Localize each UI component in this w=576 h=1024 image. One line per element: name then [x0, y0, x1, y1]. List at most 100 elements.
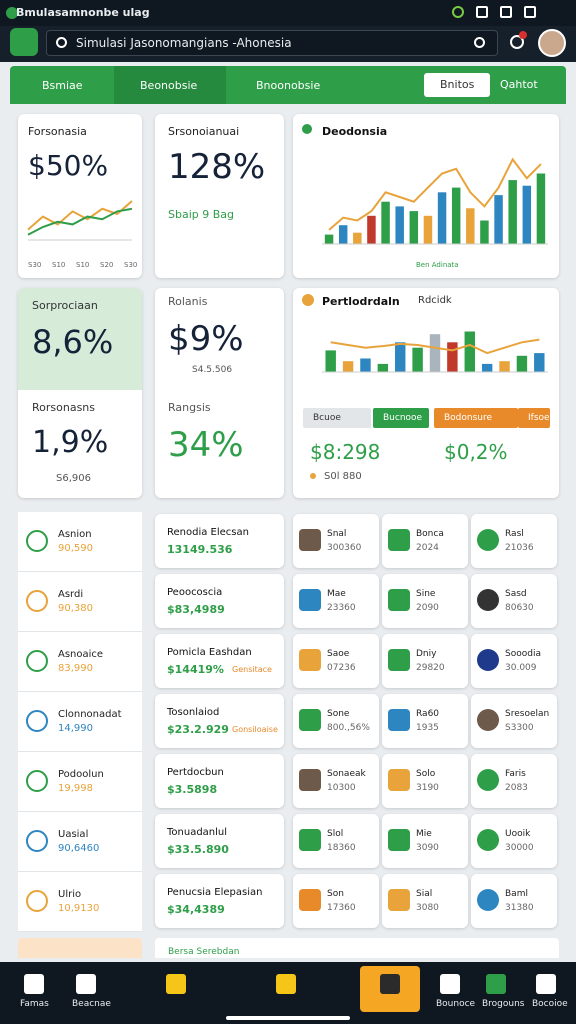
bar — [516, 355, 528, 372]
mid-card[interactable] — [155, 634, 284, 688]
row-icon — [26, 770, 48, 792]
nav-label[interactable]: Famas — [20, 999, 49, 1009]
line-series — [328, 157, 542, 231]
nav-tab[interactable]: Bsmiae — [42, 79, 83, 92]
app-icon[interactable] — [10, 28, 38, 56]
notification[interactable] — [510, 35, 524, 49]
nav-label[interactable]: Beacnae — [72, 999, 111, 1009]
window-control[interactable] — [452, 6, 464, 18]
mid-card[interactable] — [155, 514, 284, 568]
metric-value: $0,2% — [444, 440, 508, 464]
window-control[interactable] — [476, 6, 488, 18]
grid-value: 1935 — [416, 723, 439, 733]
nav-icon[interactable] — [536, 974, 556, 994]
nav-icon[interactable] — [486, 974, 506, 994]
title-icon — [302, 124, 312, 134]
grid-value: 3190 — [416, 783, 439, 793]
grid-name: Slol — [327, 829, 344, 839]
stat-label: Srsonoianuai — [168, 125, 240, 138]
legend-entry: Rdcidk — [418, 295, 452, 306]
nav-tab[interactable]: Bnoonobsie — [256, 79, 321, 92]
row-name[interactable]: Asnion — [58, 529, 92, 540]
nav-label[interactable]: Brogouns — [482, 999, 525, 1009]
grid-value: 31380 — [505, 903, 534, 913]
stat-label: Rolanis — [168, 295, 208, 308]
chart — [322, 331, 548, 373]
bar — [499, 361, 510, 372]
row-name[interactable]: Podoolun — [58, 769, 104, 780]
bar — [395, 206, 404, 244]
mid-card[interactable] — [155, 694, 284, 748]
chip[interactable] — [434, 408, 518, 428]
grid-icon — [388, 829, 410, 851]
chip-label[interactable]: Bodonsure — [444, 413, 493, 423]
mid-card[interactable] — [155, 754, 284, 808]
grid-value: 29820 — [416, 663, 445, 673]
nav-label[interactable]: Bocoioe — [532, 999, 568, 1009]
chip-label[interactable]: Bcuoe — [313, 413, 341, 423]
mid-card[interactable] — [155, 814, 284, 868]
row-name[interactable]: Asrdi — [58, 589, 84, 600]
grid-icon — [388, 769, 410, 791]
row-value: 10,9130 — [58, 903, 100, 914]
row-value: 14,990 — [58, 723, 93, 734]
nav-icon[interactable] — [166, 974, 186, 994]
grid-value: 800.,56% — [327, 723, 370, 733]
nav-icon[interactable] — [24, 974, 44, 994]
grid-name: Sasd — [505, 589, 527, 599]
bar — [360, 358, 371, 372]
row-name[interactable]: Ulrio — [58, 889, 82, 900]
grid-icon — [299, 889, 321, 911]
grid-value: 17360 — [327, 903, 356, 913]
nav-icon[interactable] — [440, 974, 460, 994]
row-divider — [18, 751, 142, 752]
nav-icon[interactable] — [380, 974, 400, 994]
chip[interactable] — [373, 408, 429, 428]
chip[interactable] — [518, 408, 550, 428]
grid-name: Sine — [416, 589, 436, 599]
grid-name: Bonca — [416, 529, 444, 539]
item-title: Peoocoscia — [167, 587, 223, 598]
grid-name: Rasl — [505, 529, 524, 539]
bar — [480, 220, 489, 244]
nav-tab[interactable]: Beonobsie — [140, 79, 198, 92]
grid-name: Snal — [327, 529, 347, 539]
line-series — [330, 338, 540, 355]
nav-button-label[interactable]: Bnitos — [440, 78, 475, 91]
nav-icon[interactable] — [276, 974, 296, 994]
mid-card[interactable] — [155, 574, 284, 628]
stat-label: Forsonasia — [28, 125, 87, 138]
window-control[interactable] — [500, 6, 512, 18]
row-name[interactable]: Asnoaice — [58, 649, 104, 660]
bar — [342, 361, 354, 372]
search-box[interactable] — [46, 30, 498, 56]
nav-button[interactable] — [424, 73, 490, 97]
grid-name: Uooik — [505, 829, 531, 839]
row-name[interactable]: Clonnonadat — [58, 709, 122, 720]
nav-icon[interactable] — [76, 974, 96, 994]
search-input[interactable]: Simulasi Jasonomangians -Ahonesia — [76, 36, 292, 50]
avatar[interactable] — [538, 29, 566, 57]
search-button[interactable] — [474, 37, 485, 48]
nav-dropdown[interactable]: Qahtot — [500, 78, 538, 91]
peek-card — [155, 938, 559, 958]
row-value: 90,6460 — [58, 843, 100, 854]
stat-label: Sorprociaan — [32, 299, 98, 312]
chip-label[interactable]: Ifsoe — [528, 413, 550, 423]
row-name[interactable]: Uasial — [58, 829, 89, 840]
nav-label[interactable]: Bounoce — [436, 999, 476, 1009]
mid-card[interactable] — [155, 874, 284, 928]
chip-label[interactable]: Bucnooe — [383, 413, 423, 423]
grid-value: 80630 — [505, 603, 534, 613]
row-value: 90,380 — [58, 603, 93, 614]
row-icon — [26, 710, 48, 732]
chart — [322, 157, 548, 245]
bar — [522, 185, 532, 244]
app-dot — [6, 7, 18, 19]
item-tag: Gensitace — [232, 665, 272, 674]
window-control[interactable] — [524, 6, 536, 18]
grid-value: 3080 — [416, 903, 439, 913]
row-icon — [26, 650, 48, 672]
grid-name: Faris — [505, 769, 526, 779]
chip[interactable] — [303, 408, 371, 428]
